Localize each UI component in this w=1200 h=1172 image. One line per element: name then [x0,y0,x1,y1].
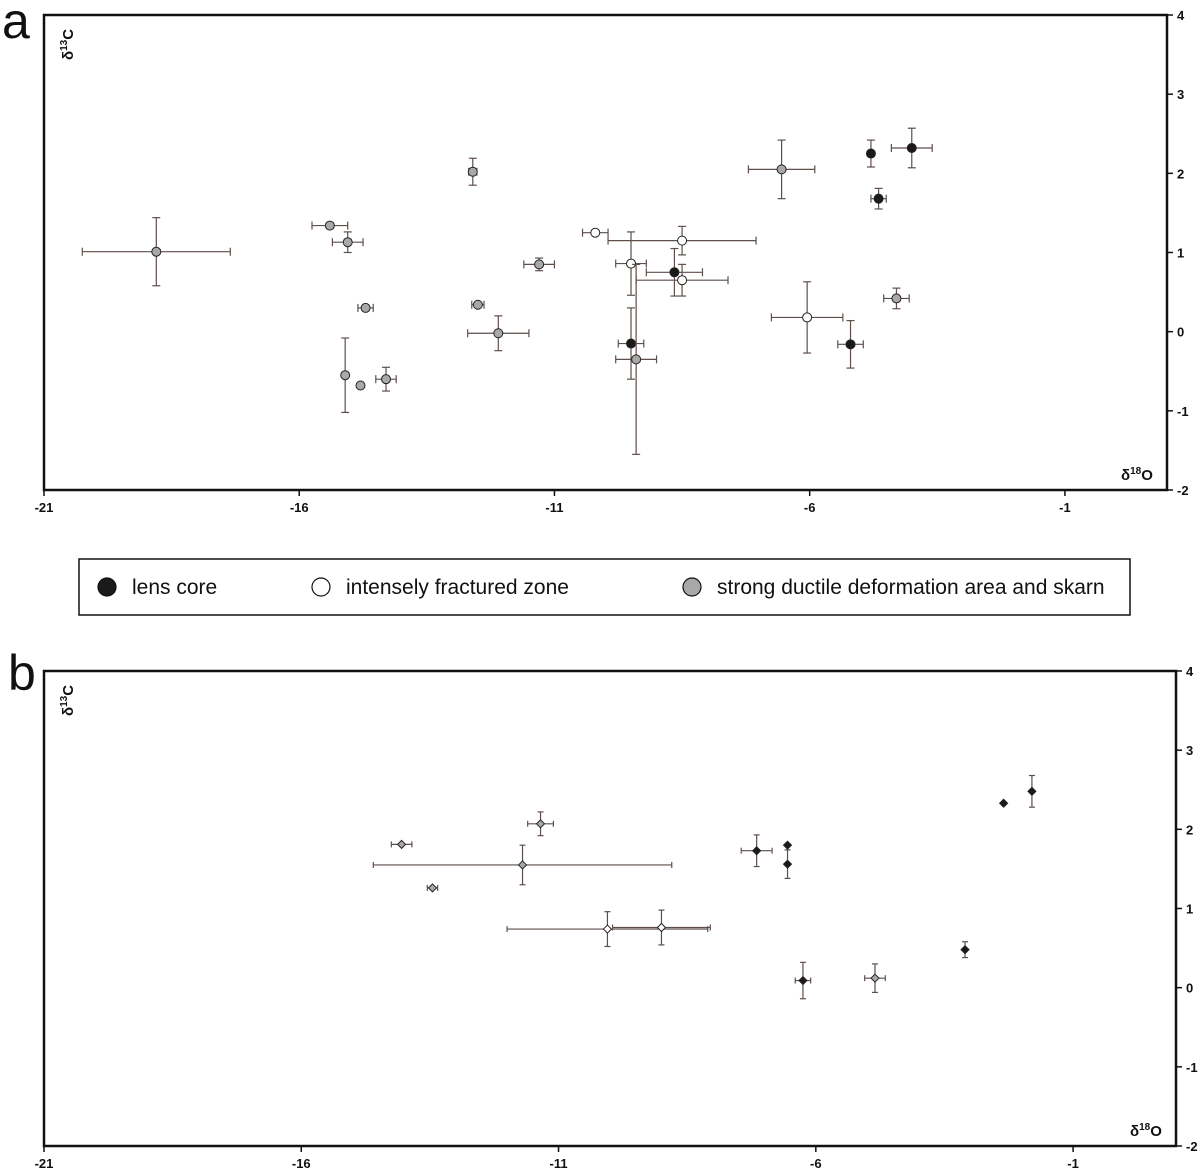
panel-a-data-point-ductile-skarn [467,166,478,177]
panel-b-data-point-ductile-skarn [427,883,438,893]
legend-marker-lens-core [97,577,117,597]
panel-a-data-point-ductile-skarn [534,259,545,270]
panel-a-data-point-ductile-skarn [776,164,787,175]
panel-b-y-tick-label: -2 [1186,1139,1198,1154]
panel-a-x-tick-label: -11 [545,500,563,515]
panel-b-x-axis-label: δ18O [1130,1122,1162,1140]
panel-a-data-point-ductile-skarn [472,299,483,310]
panel-b-data-point-lens-core [798,975,808,986]
panel-a-data-point-lens-core [906,143,917,153]
panel-a-x-tick-label: -1 [1059,500,1071,515]
panel-a-x-tick-label: -21 [35,500,54,515]
panel-a-data-point-lens-core [865,148,876,159]
legend-box [78,558,1131,616]
panel-a-data-point-ductile-skarn [360,302,371,313]
chart-panel-a: -21 -16 -11 -6 -1 -2 -1 0 1 2 3 4 δ13C δ18O [35,8,1189,515]
panel-a-data-point-ductile-skarn [151,246,162,257]
panel-a-data-point-lens-core [845,339,856,350]
panel-a-data-point-intensely-fractured [590,227,601,238]
legend: lens core intensely fractured zone stron… [78,558,1131,616]
panel-a-y-tick-label: 2 [1177,166,1184,181]
panel-a-data-point-ductile-skarn [631,354,642,365]
panel-b-y-tick-label: 0 [1186,981,1193,996]
panel-b-y-tick-label: 4 [1186,664,1194,679]
panel-a-data-point-ductile-skarn [355,380,366,391]
panel-b-y-axis-label: δ13C [59,685,77,716]
panel-a-data-point-ductile-skarn [340,370,351,381]
panel-a-data-point-lens-core [626,338,637,349]
panel-a-y-tick-label: -2 [1177,483,1189,498]
panel-a-data-point-intensely-fractured [677,275,688,286]
panel-b-x-tick-label: -11 [550,1156,568,1171]
panel-b-data-point-lens-core [960,944,970,955]
panel-a-y-tick-label: 3 [1177,87,1184,102]
panel-a-data-point-lens-core [669,267,680,278]
panel-b-x-tick-label: -16 [292,1156,311,1171]
panel-a-y-tick-label: 1 [1177,246,1184,261]
panel-a-data-point-ductile-skarn [493,328,504,339]
panel-b-data-point-lens-core [998,798,1009,808]
legend-label-lens-core: lens core [132,576,217,599]
panel-a-y-tick-label: 0 [1177,325,1184,340]
legend-marker-intensely-fractured [311,577,331,597]
panel-b-y-tick-label: 1 [1186,902,1193,917]
panel-a-y-tick-label: 4 [1177,8,1185,23]
panel-b-plot-frame [42,669,1178,1148]
panel-a-y-axis-label: δ13C [59,29,77,60]
panel-a-x-tick-label: -6 [804,500,816,515]
panel-a-x-axis-label: δ18O [1121,466,1153,484]
panel-b-data-point-ductile-skarn [870,973,880,983]
panel-b-y-tick-label: -1 [1186,1060,1198,1075]
panel-a-data-point-ductile-skarn [324,220,335,231]
panel-b-x-tick-label: -1 [1067,1156,1079,1171]
panel-b-y-tick-label: 2 [1186,822,1193,837]
panel-a-data-point-intensely-fractured [802,312,813,323]
panel-b-y-tick-label: 3 [1186,743,1193,758]
panel-b-data-point-lens-core [1027,786,1037,797]
legend-marker-ductile-skarn [682,577,702,597]
panel-a-data-point-ductile-skarn [891,293,902,304]
legend-label-ductile-skarn: strong ductile deformation area and skar… [717,576,1105,599]
panel-a-data-point-ductile-skarn [381,374,392,385]
legend-label-intensely-fractured: intensely fractured zone [346,576,569,599]
panel-letter-b: b [8,645,36,701]
panel-b-x-tick-label: -6 [810,1156,822,1171]
panel-a-y-tick-label: -1 [1177,404,1189,419]
panel-a-data-point-lens-core [873,193,884,204]
panel-a-data-point-intensely-fractured [626,258,637,269]
panel-letter-a: a [2,0,30,49]
panel-b-data-point-lens-core [782,840,793,850]
panel-b-data-point-intensely-fractured [656,922,667,933]
panel-a-x-tick-label: -16 [290,500,309,515]
panel-b-data-point-ductile-skarn [535,819,546,829]
panel-b-data-point-ductile-skarn [396,839,407,850]
panel-a-plot-frame [42,13,1169,492]
panel-b-data-point-lens-core [782,859,793,869]
panel-b-data-point-lens-core [751,846,762,856]
panel-b-x-tick-label: -21 [35,1156,54,1171]
chart-panel-b: -21 -16 -11 -6 -1 -2 -1 0 1 2 3 4 δ13C δ18O [35,664,1198,1171]
panel-a-data-point-intensely-fractured [677,235,688,246]
panel-b-data-point-intensely-fractured [602,924,613,934]
panel-b-data-point-ductile-skarn [517,860,528,870]
panel-a-data-point-ductile-skarn [342,237,353,248]
